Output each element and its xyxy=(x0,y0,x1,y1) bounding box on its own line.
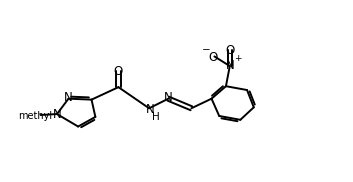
Text: N: N xyxy=(146,103,155,116)
Text: N: N xyxy=(64,91,73,104)
Text: methyl: methyl xyxy=(18,111,52,121)
Text: O: O xyxy=(209,51,218,64)
Text: +: + xyxy=(234,54,241,63)
Text: N: N xyxy=(164,91,173,104)
Text: O: O xyxy=(114,65,123,78)
Text: −: − xyxy=(202,45,211,55)
Text: O: O xyxy=(225,44,234,57)
Text: N: N xyxy=(53,108,61,120)
Text: N: N xyxy=(226,59,235,72)
Text: H: H xyxy=(152,112,160,122)
